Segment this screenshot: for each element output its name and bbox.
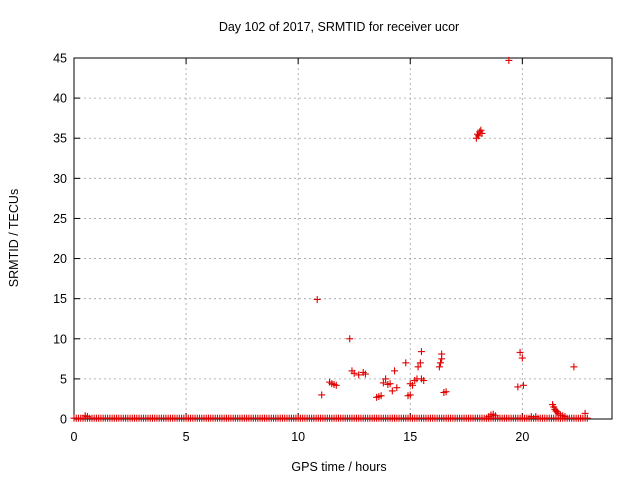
data-point <box>478 129 486 137</box>
data-point <box>361 370 369 378</box>
axis-ticks <box>73 57 612 420</box>
data-point <box>406 391 414 399</box>
y-tick-label: 5 <box>60 372 67 386</box>
data-point <box>388 387 396 395</box>
data-point <box>437 359 445 367</box>
y-tick-label: 15 <box>53 292 67 306</box>
data-point <box>416 359 424 367</box>
data-point <box>519 381 527 389</box>
data-point <box>583 414 591 422</box>
data-point <box>442 388 450 396</box>
data-point <box>514 383 522 391</box>
data-point <box>393 384 401 392</box>
data-point <box>491 412 499 420</box>
y-tick-label: 35 <box>53 132 67 146</box>
data-point <box>379 379 387 387</box>
data-point <box>553 408 561 416</box>
data-point <box>83 413 91 421</box>
data-point <box>570 363 578 371</box>
y-tick-label: 40 <box>53 92 67 106</box>
x-tick-label: 10 <box>291 430 305 444</box>
y-tick-label: 30 <box>53 172 67 186</box>
chart-title: Day 102 of 2017, SRMTID for receiver uco… <box>219 20 459 34</box>
data-point <box>414 363 422 371</box>
data-points <box>70 56 591 422</box>
data-point <box>346 335 354 343</box>
data-point <box>435 363 443 371</box>
data-point <box>350 369 358 377</box>
data-point <box>408 381 416 389</box>
data-point <box>477 126 485 134</box>
data-point <box>561 413 569 421</box>
data-point <box>332 381 340 389</box>
data-point <box>420 376 428 384</box>
x-tick-labels: 0 5 10 15 20 <box>71 430 530 444</box>
data-point <box>505 56 513 64</box>
data-point <box>382 375 390 383</box>
data-point <box>313 295 321 303</box>
data-point <box>386 380 394 388</box>
plot-frame <box>73 57 613 420</box>
y-tick-label: 0 <box>60 413 67 427</box>
x-tick-label: 5 <box>183 430 190 444</box>
y-tick-label: 20 <box>53 252 67 266</box>
data-point <box>518 354 526 362</box>
grid-lines <box>74 58 612 419</box>
data-point <box>532 413 540 421</box>
x-tick-label: 0 <box>71 430 78 444</box>
y-tick-labels: 0 5 10 15 20 25 30 35 40 45 <box>53 52 67 427</box>
y-tick-label: 45 <box>53 52 67 66</box>
y-axis-label: SRMTID / TECUs <box>7 189 21 287</box>
x-axis-label: GPS time / hours <box>291 460 386 474</box>
data-point <box>438 350 446 358</box>
y-tick-label: 10 <box>53 332 67 346</box>
data-point <box>402 359 410 367</box>
data-point <box>355 371 363 379</box>
data-point <box>391 367 399 375</box>
x-tick-label: 20 <box>515 430 529 444</box>
data-point <box>377 392 385 400</box>
y-tick-label: 25 <box>53 212 67 226</box>
data-point <box>516 348 524 356</box>
data-point <box>417 348 425 356</box>
data-point <box>318 391 326 399</box>
x-tick-label: 15 <box>403 430 417 444</box>
data-point <box>581 409 589 417</box>
